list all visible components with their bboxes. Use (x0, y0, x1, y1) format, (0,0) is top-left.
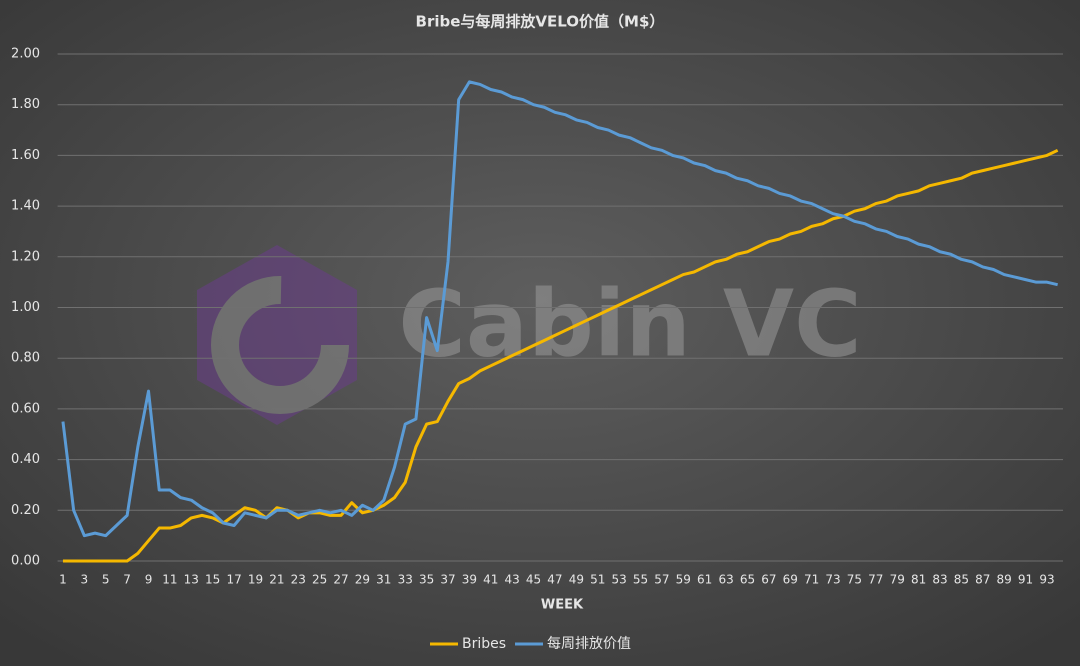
x-tick-label: 37 (440, 573, 455, 587)
x-tick-label: 57 (654, 573, 669, 587)
y-tick-label: 0.40 (11, 452, 40, 467)
x-tick-label: 87 (975, 573, 990, 587)
x-tick-label: 23 (291, 573, 306, 587)
y-tick-label: 0.60 (11, 401, 40, 416)
x-tick-label: 91 (1018, 573, 1033, 587)
x-tick-label: 49 (569, 573, 584, 587)
x-tick-label: 33 (398, 573, 413, 587)
x-tick-label: 3 (81, 573, 89, 587)
x-tick-label: 45 (526, 573, 541, 587)
y-tick-label: 0.00 (11, 554, 40, 569)
x-tick-label: 77 (868, 573, 883, 587)
x-tick-label: 65 (740, 573, 755, 587)
line-series (61, 80, 1058, 538)
y-tick-label: 0.80 (11, 351, 40, 366)
x-tick-label: 11 (162, 573, 177, 587)
x-tick-label: 27 (333, 573, 348, 587)
y-tick-label: 0.20 (11, 503, 40, 518)
chart-title: Bribe与每周排放VELO价值（M$） (416, 13, 665, 31)
legend-label: Bribes (462, 636, 506, 652)
x-tick-label: 9 (145, 573, 153, 587)
y-tick-label: 1.20 (11, 249, 40, 264)
x-tick-label: 55 (633, 573, 648, 587)
line-series (62, 148, 1059, 563)
x-axis-label: WEEK (541, 598, 584, 613)
x-tick-label: 17 (226, 573, 241, 587)
x-tick-label: 29 (355, 573, 370, 587)
x-tick-label: 53 (611, 573, 626, 587)
x-tick-label: 19 (248, 573, 263, 587)
watermark-logo (197, 245, 357, 425)
x-tick-label: 39 (462, 573, 477, 587)
x-tick-label: 13 (184, 573, 199, 587)
x-tick-label: 41 (483, 573, 498, 587)
x-tick-label: 43 (505, 573, 520, 587)
y-tick-label: 1.00 (11, 300, 40, 315)
x-tick-label: 25 (312, 573, 327, 587)
x-tick-label: 35 (419, 573, 434, 587)
x-tick-label: 7 (123, 573, 131, 587)
x-tick-label: 85 (954, 573, 969, 587)
x-tick-label: 61 (697, 573, 712, 587)
x-tick-label: 5 (102, 573, 110, 587)
x-tick-label: 89 (997, 573, 1012, 587)
x-tick-label: 59 (676, 573, 691, 587)
y-tick-label: 1.40 (11, 199, 40, 214)
y-tick-label: 1.80 (11, 97, 40, 112)
x-tick-label: 93 (1039, 573, 1054, 587)
x-tick-label: 67 (761, 573, 776, 587)
x-tick-label: 73 (825, 573, 840, 587)
watermark: Cabin VC (398, 270, 861, 377)
x-tick-label: 69 (783, 573, 798, 587)
y-tick-label: 2.00 (11, 47, 40, 62)
x-tick-label: 21 (269, 573, 284, 587)
y-tick-label: 1.60 (11, 148, 40, 163)
x-tick-label: 75 (847, 573, 862, 587)
x-tick-label: 51 (590, 573, 605, 587)
x-tick-label: 63 (718, 573, 733, 587)
legend-label: 每周排放价值 (547, 636, 631, 652)
x-tick-label: 47 (547, 573, 562, 587)
x-tick-label: 79 (890, 573, 905, 587)
x-tick-label: 1 (59, 573, 67, 587)
x-tick-label: 83 (932, 573, 947, 587)
x-tick-label: 71 (804, 573, 819, 587)
x-tick-label: 31 (376, 573, 391, 587)
x-tick-label: 15 (205, 573, 220, 587)
x-tick-label: 81 (911, 573, 926, 587)
